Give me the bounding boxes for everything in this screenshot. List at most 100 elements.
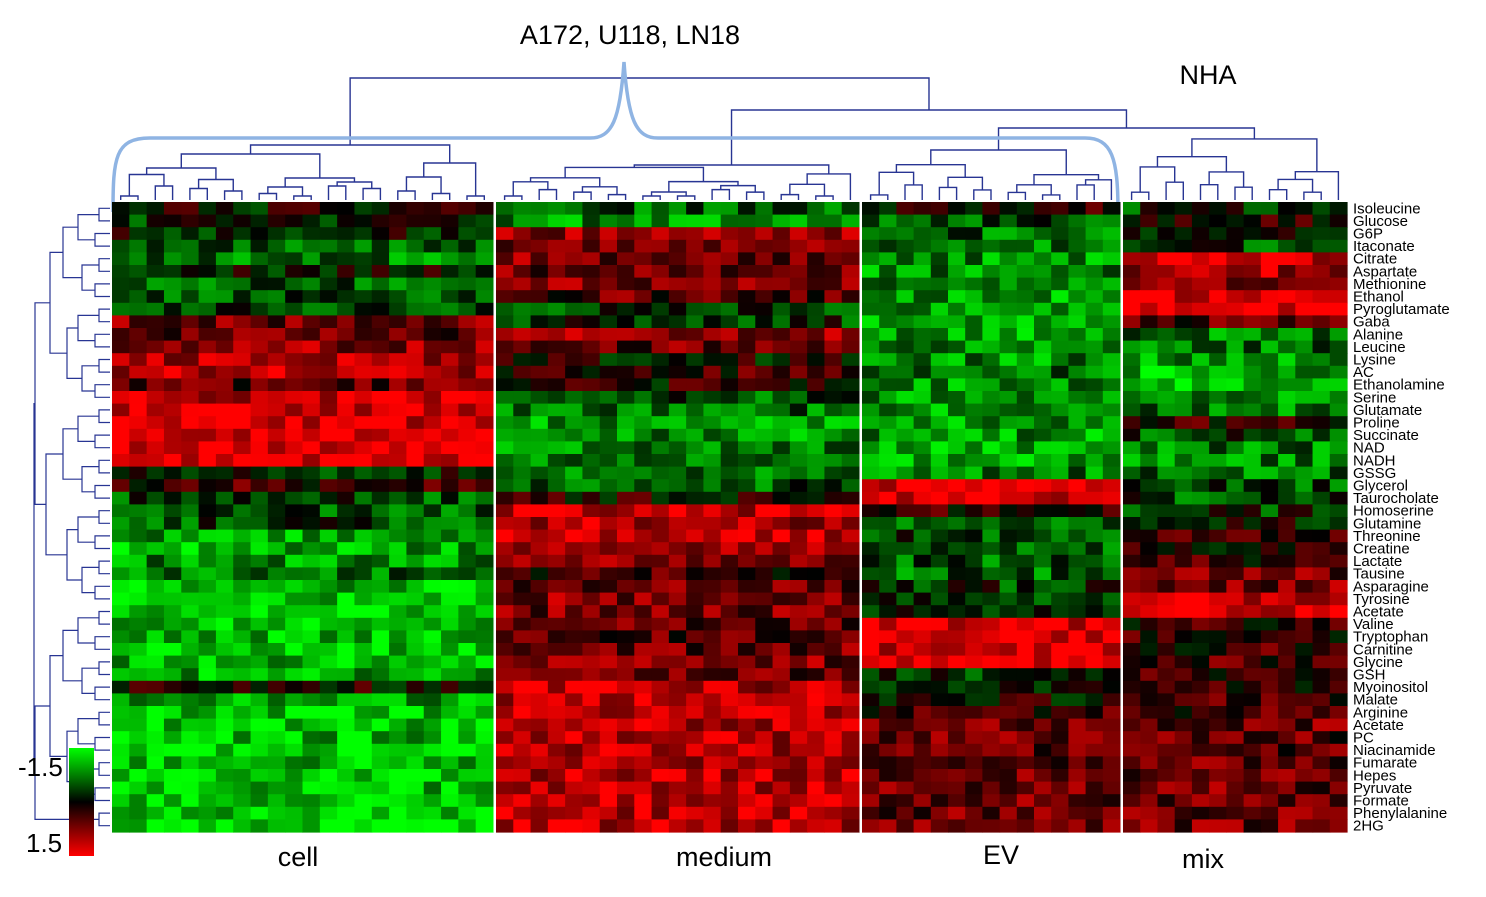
heatmap-cell bbox=[547, 365, 566, 379]
row-label: Formate bbox=[1353, 793, 1409, 810]
nha-label: NHA bbox=[1179, 60, 1236, 90]
heatmap-cell bbox=[1102, 567, 1121, 581]
heatmap-cell bbox=[1226, 806, 1245, 820]
heatmap-cell bbox=[755, 403, 774, 417]
heatmap-cell bbox=[441, 668, 459, 682]
heatmap-cell bbox=[337, 517, 356, 531]
heatmap-cell bbox=[441, 756, 459, 770]
heatmap-cell bbox=[807, 353, 826, 367]
heatmap-cell bbox=[999, 454, 1018, 468]
heatmap-cell bbox=[198, 542, 217, 556]
heatmap-cell bbox=[565, 718, 584, 732]
heatmap-cell bbox=[1102, 542, 1121, 556]
heatmap-cell bbox=[146, 743, 165, 757]
heatmap-cell bbox=[738, 605, 756, 619]
row-dendrogram bbox=[33, 207, 110, 827]
dendrogram-branch bbox=[1303, 191, 1322, 200]
heatmap-cell bbox=[285, 542, 304, 556]
heatmap-cell bbox=[1329, 743, 1348, 757]
heatmap-cell bbox=[1209, 643, 1227, 657]
heatmap-cell bbox=[789, 529, 808, 543]
heatmap-cell bbox=[1157, 227, 1176, 241]
heatmap-cell bbox=[1140, 428, 1159, 442]
heatmap-cell bbox=[475, 479, 494, 493]
heatmap-cell bbox=[496, 466, 514, 480]
heatmap-cell bbox=[250, 214, 269, 228]
heatmap-cell bbox=[337, 693, 356, 707]
heatmap-cell bbox=[1174, 743, 1193, 757]
row-label: Malate bbox=[1353, 692, 1398, 709]
heatmap-cell bbox=[337, 819, 356, 833]
heatmap-cell bbox=[530, 781, 549, 795]
heatmap-cell bbox=[738, 781, 756, 795]
heatmap-cell bbox=[1209, 239, 1227, 253]
heatmap-cell bbox=[1016, 542, 1035, 556]
heatmap-cell bbox=[930, 479, 949, 493]
heatmap-cell bbox=[824, 290, 843, 304]
heatmap-cell bbox=[112, 706, 130, 720]
heatmap-cell bbox=[982, 592, 1001, 606]
heatmap-cell bbox=[1068, 630, 1087, 644]
heatmap-cell bbox=[896, 277, 915, 291]
heatmap-cell bbox=[862, 315, 880, 329]
heatmap-cell bbox=[738, 592, 756, 606]
heatmap-cell bbox=[686, 806, 705, 820]
heatmap-cell bbox=[163, 567, 182, 581]
heatmap-cell bbox=[1295, 668, 1314, 682]
heatmap-cell bbox=[789, 428, 808, 442]
heatmap-cell bbox=[547, 227, 566, 241]
heatmap-cell bbox=[302, 781, 321, 795]
heatmap-cell bbox=[862, 554, 880, 568]
heatmap-cell bbox=[319, 290, 338, 304]
heatmap-cell bbox=[599, 781, 618, 795]
row-label: Hepes bbox=[1353, 767, 1396, 784]
heatmap-cell bbox=[389, 491, 408, 505]
heatmap-cell bbox=[1209, 315, 1227, 329]
heatmap-cell bbox=[267, 794, 286, 808]
heatmap-cell bbox=[841, 403, 860, 417]
row-label: Ethanolamine bbox=[1353, 377, 1445, 394]
heatmap-cell bbox=[475, 554, 494, 568]
heatmap-cell bbox=[755, 491, 774, 505]
heatmap-cell bbox=[163, 315, 182, 329]
heatmap-cell bbox=[1123, 668, 1141, 682]
dendrogram-branch bbox=[94, 283, 110, 298]
heatmap-cell bbox=[1191, 529, 1210, 543]
dendrogram-branch bbox=[258, 192, 278, 200]
heatmap-cell bbox=[163, 517, 182, 531]
heatmap-cell bbox=[181, 592, 200, 606]
heatmap-cell bbox=[406, 743, 425, 757]
heatmap-cell bbox=[668, 227, 687, 241]
heatmap-cell bbox=[1243, 655, 1262, 669]
heatmap-cell bbox=[1329, 504, 1348, 518]
heatmap-cell bbox=[738, 529, 756, 543]
heatmap-cell bbox=[1260, 781, 1279, 795]
heatmap-cell bbox=[163, 693, 182, 707]
heatmap-cell bbox=[146, 504, 165, 518]
heatmap-cell bbox=[112, 517, 130, 531]
heatmap-cell bbox=[1051, 479, 1069, 493]
heatmap-cell bbox=[1123, 680, 1141, 694]
heatmap-cell bbox=[250, 542, 269, 556]
heatmap-cell bbox=[965, 529, 983, 543]
heatmap-cell bbox=[129, 491, 148, 505]
heatmap-cell bbox=[233, 391, 252, 405]
heatmap-cell bbox=[668, 479, 687, 493]
heatmap-cell bbox=[1034, 781, 1052, 795]
heatmap-cell bbox=[1102, 819, 1121, 833]
heatmap-cell bbox=[112, 504, 130, 518]
heatmap-cell bbox=[181, 580, 200, 594]
heatmap-cell bbox=[1243, 819, 1262, 833]
heatmap-cell bbox=[267, 542, 286, 556]
heatmap-cell bbox=[530, 265, 549, 279]
heatmap-cell bbox=[112, 617, 130, 631]
heatmap-cell bbox=[982, 529, 1001, 543]
heatmap-cell bbox=[982, 781, 1001, 795]
heatmap-cell bbox=[267, 328, 286, 342]
heatmap-cell bbox=[267, 265, 286, 279]
heatmap-cell bbox=[547, 328, 566, 342]
heatmap-cell bbox=[146, 302, 165, 316]
heatmap-cell bbox=[530, 756, 549, 770]
heatmap-cell bbox=[789, 668, 808, 682]
heatmap-cell bbox=[617, 794, 635, 808]
